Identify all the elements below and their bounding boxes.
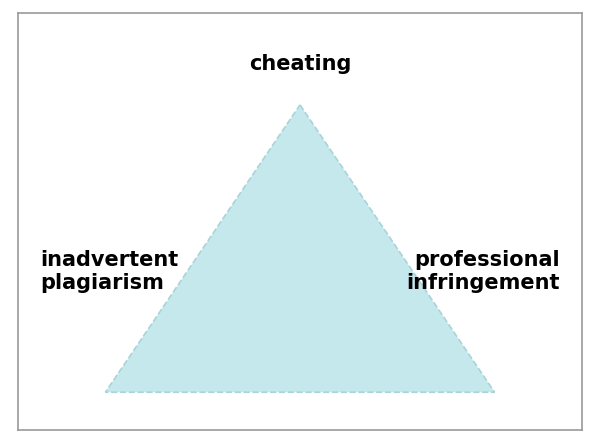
Polygon shape xyxy=(106,105,494,392)
Text: professional
infringement: professional infringement xyxy=(406,250,559,293)
Text: cheating: cheating xyxy=(249,54,351,74)
Text: inadvertent
plagiarism: inadvertent plagiarism xyxy=(41,250,179,293)
